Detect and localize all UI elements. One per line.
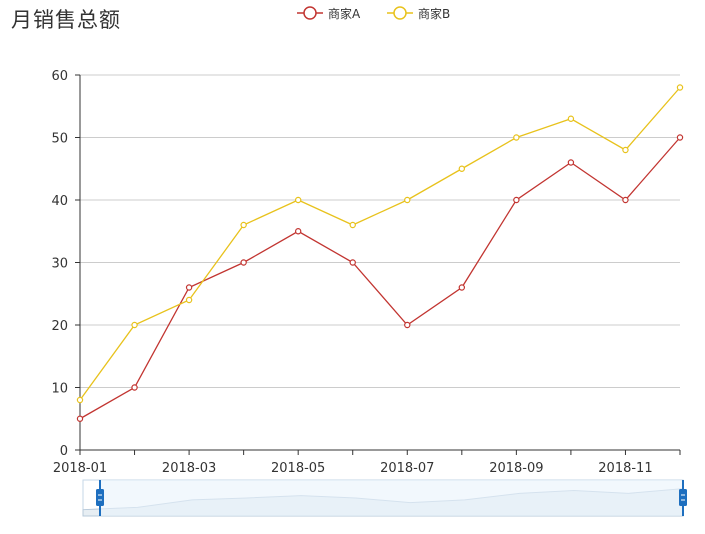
x-tick-label: 2018-11 [598, 461, 652, 476]
y-tick-label: 20 [51, 319, 68, 334]
series-line-b [79, 87, 681, 401]
chart-title: 月销售总额 [11, 8, 121, 32]
y-tick-label: 10 [51, 382, 68, 397]
x-tick-label: 2018-01 [53, 461, 107, 476]
grid-lines [80, 74, 680, 388]
data-point[interactable] [294, 228, 302, 235]
data-point[interactable] [622, 146, 629, 154]
y-tick-label: 60 [51, 69, 68, 84]
legend-marker-icon [393, 6, 407, 20]
y-tick-label: 30 [51, 257, 68, 272]
data-point[interactable] [185, 284, 193, 291]
zoom-grip-icon [679, 489, 687, 506]
x-tick-label: 2018-07 [380, 461, 434, 476]
data-point[interactable] [622, 196, 629, 204]
y-tick-label: 0 [60, 444, 68, 459]
series-line-a [79, 137, 681, 420]
data-point[interactable] [676, 134, 684, 141]
legend-marker-icon [303, 6, 317, 20]
zoom-grip-icon [96, 489, 104, 506]
data-point[interactable] [240, 259, 247, 266]
data-point[interactable] [76, 396, 84, 404]
data-point[interactable] [404, 321, 411, 329]
data-point[interactable] [349, 259, 356, 266]
data-point[interactable] [131, 321, 138, 329]
data-point[interactable] [349, 221, 356, 229]
data-point[interactable] [676, 84, 684, 91]
data-zoom-slider[interactable] [82, 479, 687, 517]
legend-item-b[interactable]: 商家B [387, 6, 450, 21]
data-point[interactable] [513, 196, 520, 204]
zoom-selected-range[interactable] [99, 480, 683, 516]
data-point[interactable] [458, 284, 466, 291]
zoom-handle-left[interactable] [96, 480, 104, 516]
axes: 0 10 20 30 40 50 60 2018-01 2018-03 2018-05 2018-0… [51, 69, 681, 476]
series-layer [76, 84, 684, 422]
data-point[interactable] [240, 221, 247, 229]
data-point[interactable] [458, 165, 466, 172]
data-point[interactable] [185, 296, 193, 304]
data-point[interactable] [131, 384, 138, 391]
legend[interactable]: 商家A 商家B [297, 6, 450, 21]
data-point[interactable] [294, 196, 302, 204]
zoom-handle-right[interactable] [679, 480, 687, 516]
legend-label: 商家A [328, 6, 361, 21]
x-tick-label: 2018-05 [271, 461, 325, 476]
y-tick-label: 40 [51, 194, 68, 209]
data-point[interactable] [513, 134, 520, 141]
data-point[interactable] [76, 415, 84, 422]
x-tick-label: 2018-03 [162, 461, 216, 476]
y-tick-label: 50 [51, 132, 68, 147]
data-point[interactable] [567, 159, 575, 166]
x-tick-label: 2018-09 [489, 461, 543, 476]
legend-item-a[interactable]: 商家A [297, 6, 361, 21]
data-point[interactable] [404, 196, 411, 204]
data-point[interactable] [567, 115, 575, 122]
legend-label: 商家B [418, 6, 450, 21]
